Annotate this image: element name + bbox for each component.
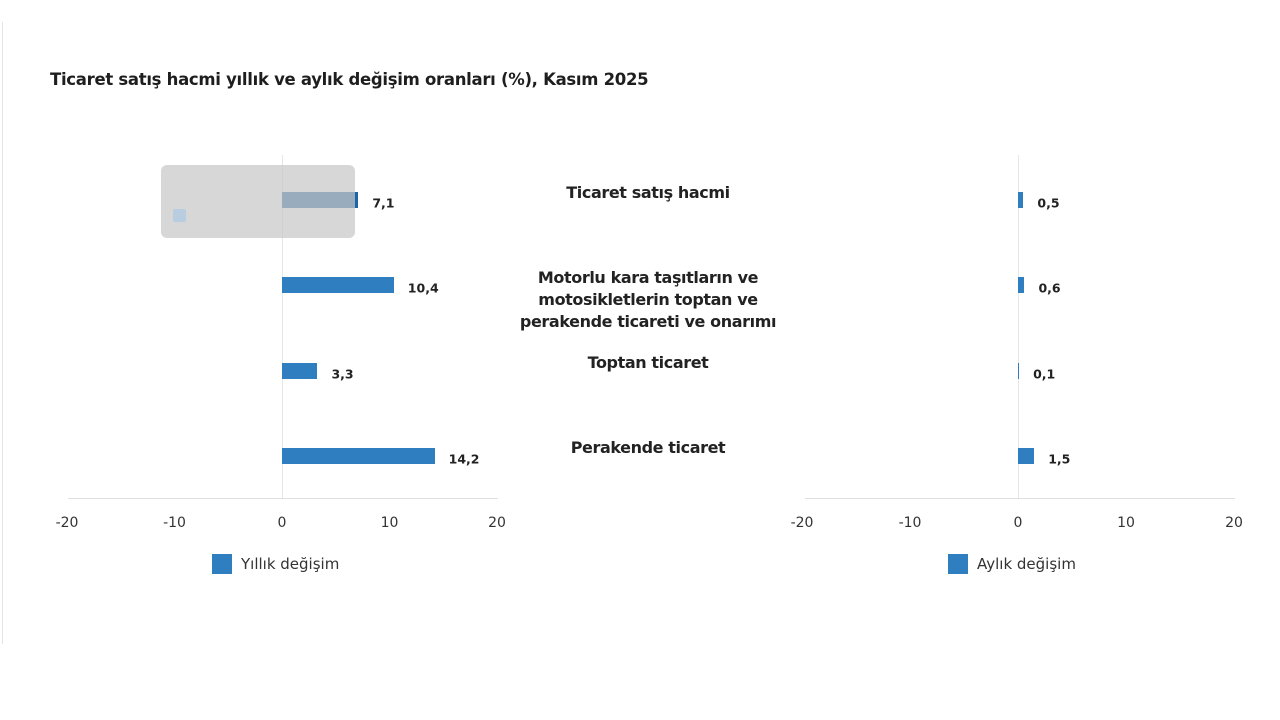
category-label: Toptan ticaret [498,352,798,374]
category-label: Perakende ticaret [498,437,798,459]
x-tick-label: 0 [277,515,287,531]
category-label-line: Perakende ticaret [570,438,726,457]
zero-line [282,155,283,498]
legend-monthly[interactable]: Aylık değişim [948,554,1076,574]
data-label: 1,5 [1048,451,1071,467]
legend-swatch [212,554,232,574]
x-tick-label: 20 [1225,515,1243,531]
data-label: 0,6 [1038,280,1061,296]
category-label: Motorlu kara taşıtların ve motosikletleri… [498,267,798,333]
x-tick-label: -20 [790,515,814,531]
frame-border [2,22,3,644]
bar[interactable] [282,363,318,379]
legend-label: Aylık değişim [977,555,1076,573]
annual-change-chart: 7,1 10,4 3,3 14,2 -20 -10 0 10 20 [0,0,640,600]
bar[interactable] [1018,448,1035,464]
x-tick-label: 10 [1117,515,1135,531]
monthly-change-chart: 0,5 0,6 0,1 1,5 -20 -10 0 10 20 [790,155,1243,531]
data-label: 3,3 [331,366,354,382]
category-label-line: Toptan ticaret [587,353,709,372]
data-label: 0,1 [1033,366,1056,382]
data-label: 10,4 [407,280,439,296]
bar[interactable] [1018,277,1025,293]
x-tick-label: 0 [1013,515,1023,531]
legend-label: Yıllık değişim [241,555,340,573]
category-label-line: Motorlu kara taşıtların ve [537,268,759,287]
category-label: Ticaret satış hacmi [498,182,798,204]
hover-tooltip [161,165,355,238]
x-tick-label: -10 [898,515,922,531]
bar[interactable] [1018,192,1024,208]
tooltip-series-marker [173,209,186,222]
x-tick-label: 10 [380,515,399,531]
category-label-line: motosikletlerin toptan ve [538,290,758,309]
bar[interactable] [282,277,394,293]
x-axis-line [68,498,498,499]
legend-annual[interactable]: Yıllık değişim [212,554,339,574]
chart-title: Ticaret satış hacmi yıllık ve aylık deği… [50,70,649,89]
category-label-line: Ticaret satış hacmi [566,183,730,202]
x-tick-label: -10 [163,515,186,531]
data-label: 7,1 [372,195,395,211]
x-tick-label: -20 [55,515,79,531]
zero-line [1018,155,1019,498]
data-label: 14,2 [448,451,480,467]
x-axis-line [805,498,1235,499]
bar[interactable] [282,448,435,464]
legend-swatch [948,554,968,574]
bar[interactable] [1018,363,1020,379]
x-tick-label: 20 [488,515,506,531]
category-label-line: perakende ticareti ve onarımı [519,312,777,331]
data-label: 0,5 [1037,195,1060,211]
